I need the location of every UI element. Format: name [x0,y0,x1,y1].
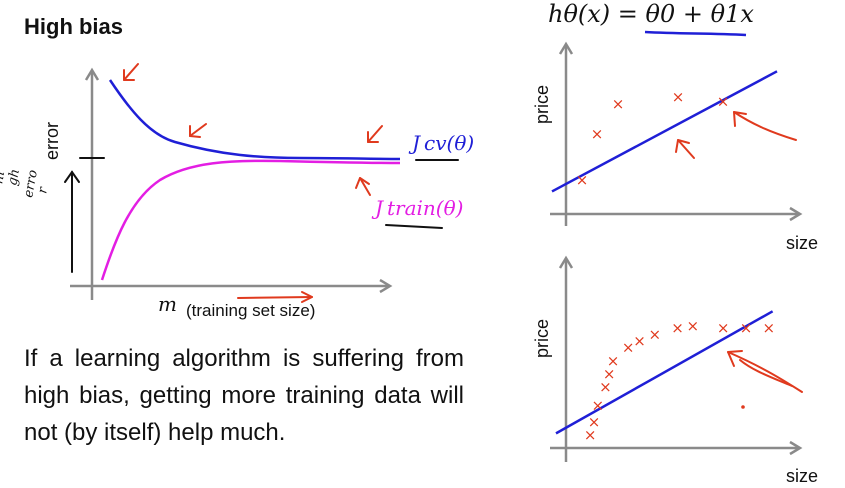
top-point-5: × [717,92,730,110]
red-arrow-1 [123,63,139,81]
top-scatter-points: × × × × × [576,88,730,189]
bottom-point-8: × [633,332,646,350]
bottom-point-4: × [599,378,612,396]
bottom-point-10: × [671,319,684,337]
body-text: If a learning algorithm is suffering fro… [24,345,464,446]
top-xlabel: size [786,233,818,253]
bottom-point-6: × [607,352,620,370]
slide-title: High bias [24,14,124,39]
bottom-point-3: × [592,396,605,414]
hypothesis-underline [644,30,747,37]
bottom-plot: price size ×××××××× × × × × × × [532,255,818,486]
lc-y-axis-arrowhead [84,67,100,81]
m-variable: m [158,292,177,316]
top-plot: price size × × × × × [532,41,818,253]
red-arrow-m [237,296,313,299]
bottom-point-9: × [649,325,662,343]
high-error-annotation: hi gh erro r [0,168,80,273]
bottom-scatter-points: ×××××××× × × × × × × [584,317,775,444]
high-error-arrow-head [64,170,80,183]
top-point-4: × [672,88,685,106]
top-point-3: × [612,95,625,113]
bottom-point-2: × [588,413,601,431]
bottom-point-11: × [687,317,700,335]
hypothesis-equation: hθ(x) = θ0 + θ1x [548,0,754,37]
top-point-1: × [576,171,589,189]
lc-xlabel: (training set size) [186,301,315,320]
bottom-x-axis-arrowhead [789,440,803,456]
bottom-point-5: × [603,365,616,383]
learning-curve-plot: error J cv(θ) J train(θ) hi gh erro r m … [0,63,474,320]
bottom-fit-line [555,310,774,435]
red-arrow-6 [733,111,797,141]
red-arrow-7 [727,350,803,393]
bottom-point-1: × [584,426,597,444]
bottom-point-14: × [763,319,776,337]
jtrain-underline [385,224,443,229]
bottom-point-13: × [740,319,753,337]
red-arrow-3 [367,125,383,143]
high-error-note-3: erro [21,169,41,199]
bottom-xlabel: size [786,466,818,486]
red-dot [741,405,745,409]
jtrain-label: J train(θ) [371,196,463,220]
jcv-curve [108,79,401,161]
top-y-axis-arrowhead [558,41,574,55]
jcv-label: J cv(θ) [408,131,474,155]
red-arrow-2 [189,123,207,138]
high-error-note-4: r [35,185,51,194]
top-ylabel: price [532,85,552,124]
bottom-ylabel: price [532,319,552,358]
red-arrowhead-m [301,291,313,303]
bottom-y-axis-arrowhead [558,255,574,269]
bottom-point-7: × [622,339,635,357]
red-arrow-4 [355,177,371,196]
high-error-note-2: gh [5,168,23,187]
high-error-note-1: hi [0,170,8,185]
hypothesis-text: hθ(x) = θ0 + θ1x [548,0,754,28]
top-point-2: × [591,125,604,143]
lc-ylabel: error [42,122,62,160]
bottom-point-12: × [717,319,730,337]
top-fit-line [551,70,778,193]
top-x-axis-arrowhead [789,206,803,222]
lc-x-axis-arrowhead [379,278,393,294]
red-arrow-5 [675,139,695,159]
jtrain-curve [100,159,401,281]
